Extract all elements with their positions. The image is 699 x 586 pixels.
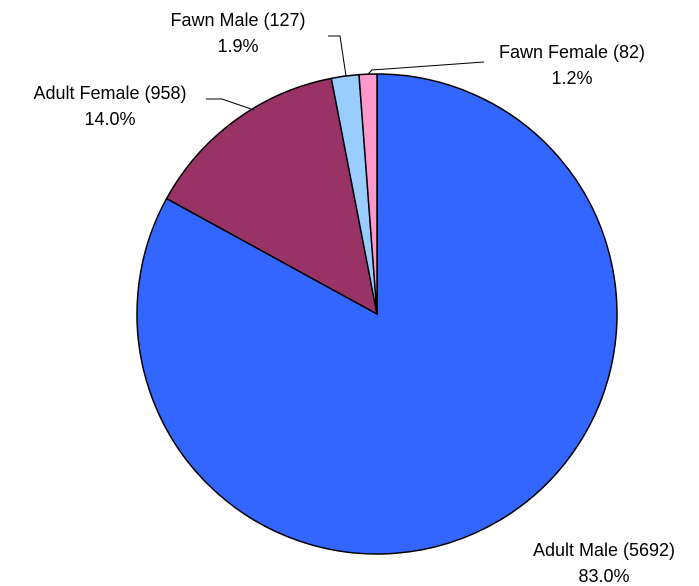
leader-fawn-male <box>328 35 347 77</box>
slice-label-fawn-female: Fawn Female (82) <box>499 42 645 62</box>
leader-adult-female <box>206 98 255 111</box>
leader-lines <box>206 35 485 111</box>
slice-pct-fawn-male: 1.9% <box>217 36 258 56</box>
slice-label-adult-male: Adult Male (5692) <box>533 540 675 560</box>
slice-pct-adult-female: 14.0% <box>84 109 135 129</box>
pie-slice-fawn-female <box>358 73 378 315</box>
pie-slices <box>136 73 618 555</box>
slice-label-adult-female: Adult Female (958) <box>33 83 186 103</box>
slice-label-fawn-male: Fawn Male (127) <box>170 10 305 30</box>
slice-pct-adult-male: 83.0% <box>578 566 629 586</box>
slice-pct-fawn-female: 1.2% <box>551 68 592 88</box>
leader-fawn-female <box>367 61 485 75</box>
pie-slice-adult-female <box>165 77 378 315</box>
